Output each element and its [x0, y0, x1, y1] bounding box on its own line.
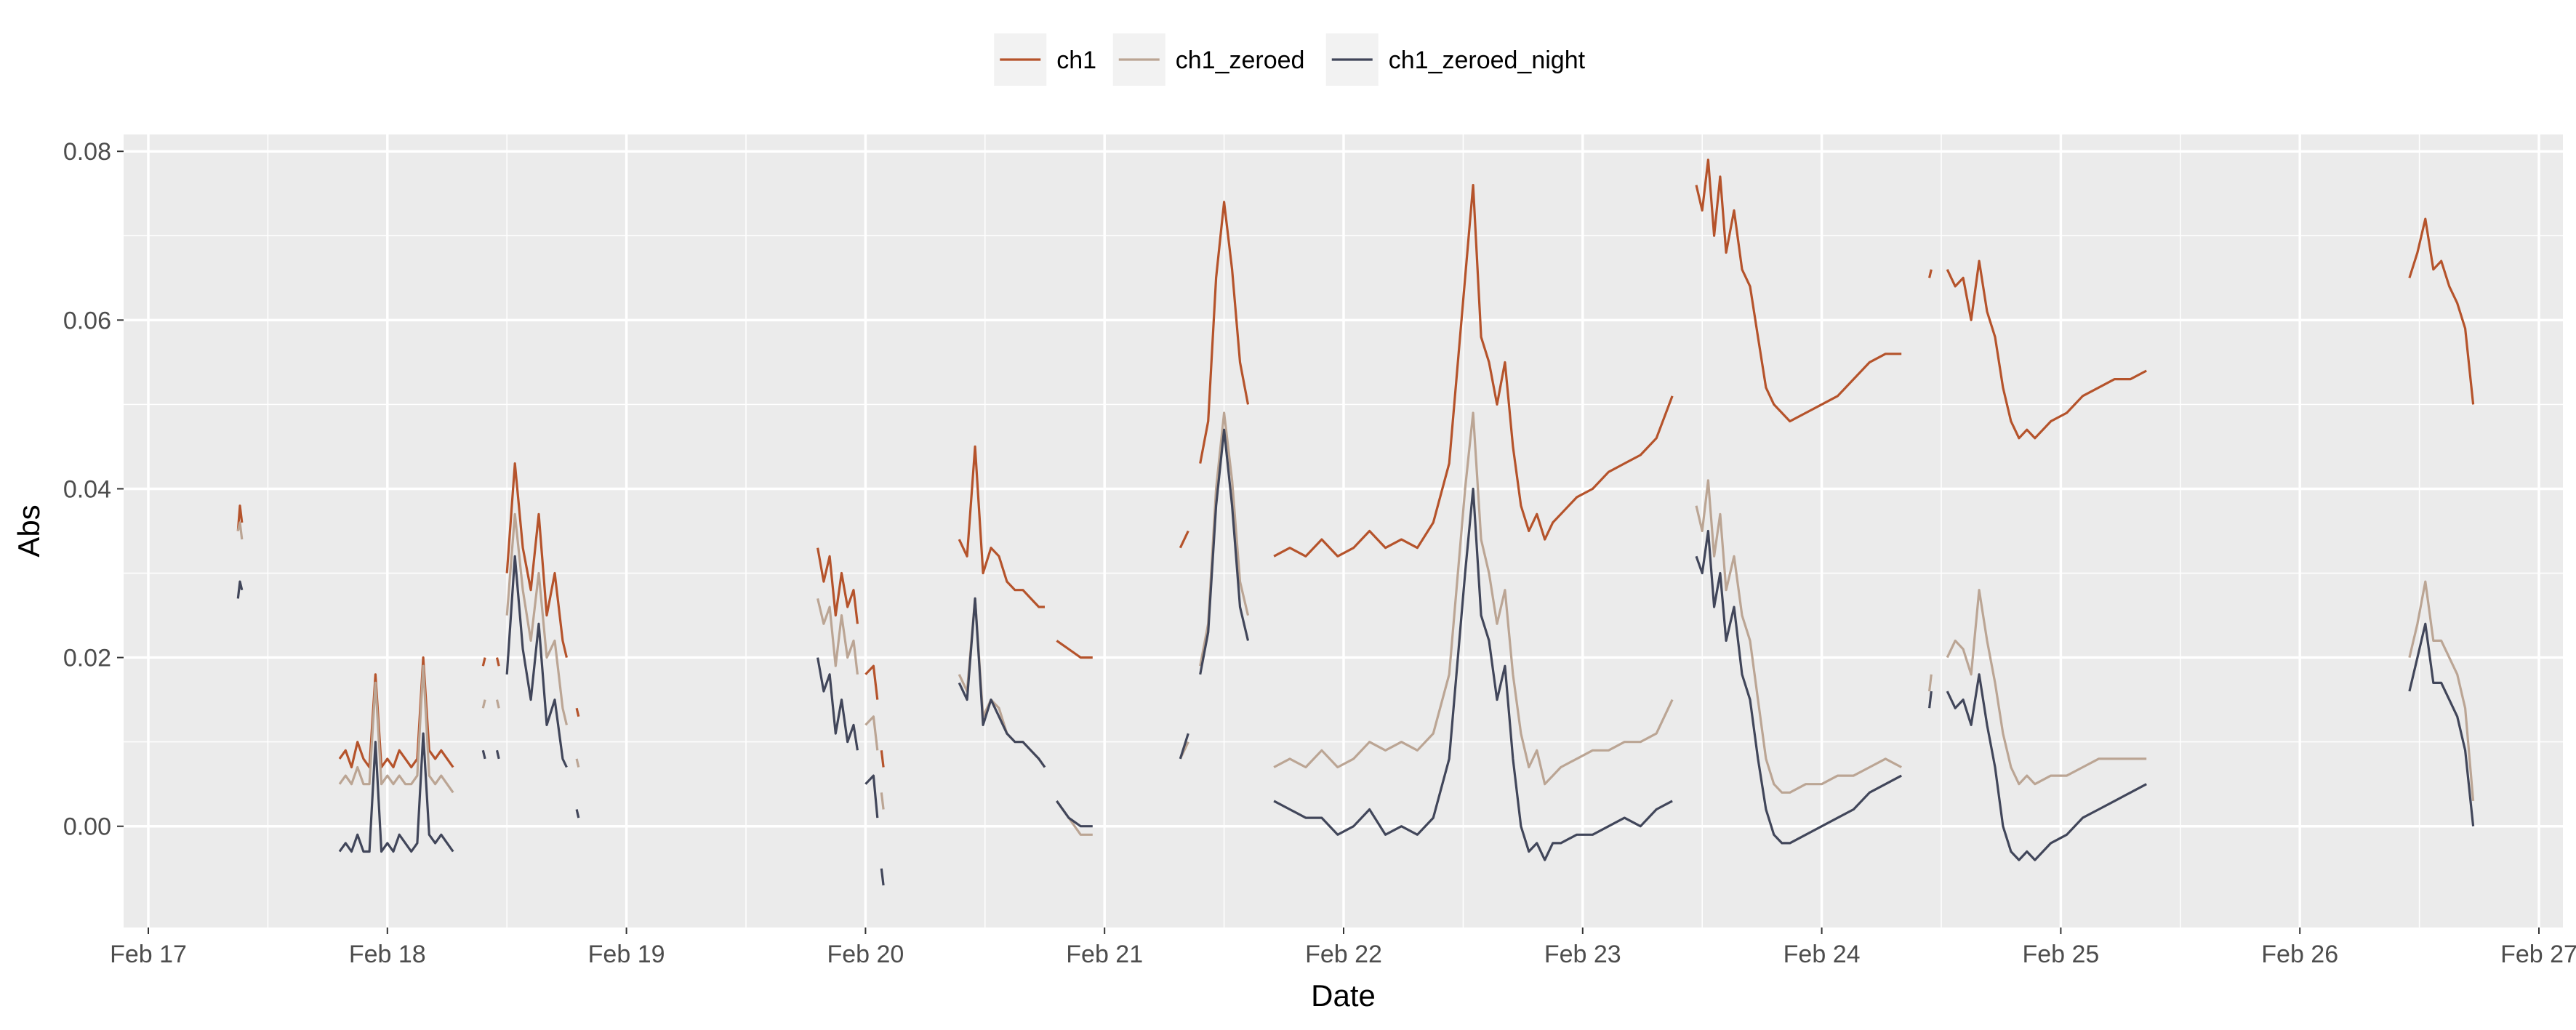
series-ch1-zeroed-night [236, 428, 2475, 886]
legend-item-ch1: ch1 [994, 33, 1096, 86]
y-axis-title: Abs [12, 504, 46, 557]
legend-item-ch1-zeroed: ch1_zeroed [1112, 33, 1305, 86]
series-line-segment [958, 445, 1045, 608]
x-tick-label: Feb 18 [349, 941, 426, 968]
y-tick-label: 0.00 [63, 813, 111, 841]
series-line-segment [1946, 259, 2147, 440]
series-line-segment [1695, 529, 1902, 845]
series-line-segment [880, 792, 885, 810]
series-line-segment [958, 597, 1046, 768]
series-line-segment [1695, 158, 1902, 423]
series-line-segment [505, 512, 568, 725]
series-line-segment [236, 580, 244, 599]
series-ch1 [236, 158, 2475, 769]
x-axis: Feb 17 Feb 18 Feb 19 Feb 20 Feb 21 Feb 22 Feb … [110, 928, 2576, 968]
series-line-segment [816, 657, 859, 751]
series-line-segment [1928, 674, 1933, 692]
series-line-segment [505, 555, 568, 768]
series-line-segment [1179, 530, 1189, 549]
series-line-segment [816, 547, 859, 624]
series-line-segment [1928, 691, 1933, 709]
series-line-segment [505, 462, 568, 658]
x-tick-label: Feb 17 [110, 941, 187, 968]
x-tick-label: Feb 26 [2261, 941, 2338, 968]
series-line-segment [481, 749, 486, 760]
x-tick-label: Feb 25 [2022, 941, 2099, 968]
x-tick-label: Feb 22 [1305, 941, 1382, 968]
series-line-segment [575, 707, 580, 717]
series-line-segment [864, 774, 879, 818]
series-line-segment [1946, 673, 2147, 861]
series-line-segment [495, 699, 500, 709]
legend: ch1 ch1_zeroed ch1_zeroed_night [994, 33, 1586, 86]
x-axis-title: Date [1311, 978, 1376, 1013]
series-line-segment [1273, 487, 1673, 861]
y-tick-label: 0.02 [63, 645, 111, 672]
x-tick-label: Feb 24 [1783, 941, 1861, 968]
x-tick-label: Feb 23 [1544, 941, 1621, 968]
legend-label: ch1_zeroed_night [1389, 47, 1586, 74]
series-line-segment [1928, 269, 1933, 278]
series-line-segment [338, 732, 454, 853]
series-line-segment [880, 868, 885, 886]
series-line-segment [864, 664, 879, 700]
y-tick-label: 0.04 [63, 475, 111, 503]
legend-label: ch1_zeroed [1176, 47, 1305, 74]
series-line-segment [1056, 800, 1093, 828]
major-gridlines [124, 134, 2563, 928]
series-line-segment [481, 657, 486, 667]
x-tick-label: Feb 27 [2500, 941, 2576, 968]
y-axis: 0.00 0.02 0.04 0.06 0.08 [63, 138, 124, 841]
series-line-segment [1273, 184, 1674, 558]
series-line-segment [338, 664, 454, 794]
series-line-segment [1199, 201, 1250, 464]
x-tick-label: Feb 19 [588, 941, 665, 968]
x-tick-label: Feb 21 [1066, 941, 1143, 968]
series-line-segment [1273, 411, 1674, 786]
series-layer [236, 158, 2475, 886]
series-line-segment [575, 758, 580, 768]
series-line-segment [1179, 733, 1189, 760]
legend-item-ch1-zeroed-night: ch1_zeroed_night [1325, 33, 1586, 86]
series-line-segment [1695, 479, 1902, 794]
series-line-segment [816, 598, 859, 675]
y-tick-label: 0.08 [63, 138, 111, 166]
y-tick-label: 0.06 [63, 307, 111, 334]
series-line-segment [2408, 217, 2475, 405]
series-line-segment [495, 749, 500, 760]
series-line-segment [864, 715, 879, 751]
series-line-segment [1946, 589, 2147, 786]
series-line-segment [236, 504, 244, 531]
series-line-segment [495, 657, 500, 667]
legend-label: ch1 [1056, 47, 1096, 74]
series-line-segment [2408, 622, 2475, 826]
series-line-segment [1199, 428, 1250, 675]
series-line-segment [2408, 580, 2475, 802]
x-tick-label: Feb 20 [827, 941, 904, 968]
series-line-segment [575, 809, 580, 818]
series-line-segment [481, 699, 486, 709]
series-line-segment [880, 750, 885, 768]
series-line-segment [338, 656, 454, 769]
series-line-segment [236, 521, 244, 540]
series-line-segment [1056, 640, 1093, 659]
